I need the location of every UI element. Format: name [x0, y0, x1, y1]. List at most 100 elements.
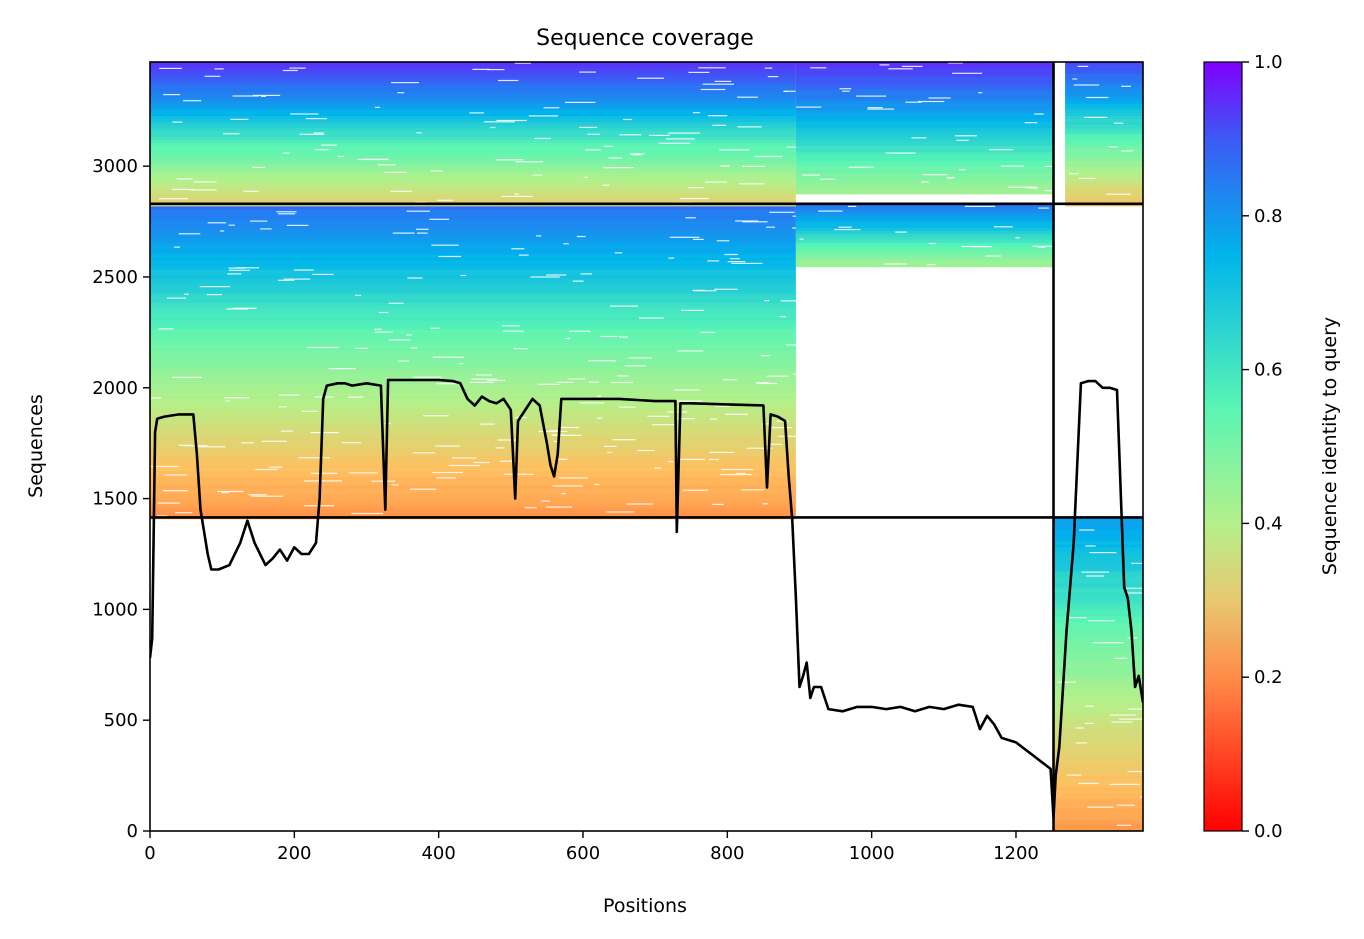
coverage-row: [150, 86, 796, 90]
gap-mark: [911, 137, 927, 139]
gap-mark: [668, 257, 675, 259]
coverage-row: [150, 392, 796, 397]
coverage-row: [795, 182, 1054, 186]
y-tick-label: 2500: [92, 267, 138, 288]
coverage-row: [150, 179, 796, 183]
coverage-row: [150, 452, 796, 457]
gap-mark: [608, 157, 623, 159]
gap-mark: [184, 293, 189, 295]
gap-mark: [487, 69, 505, 71]
coverage-row: [150, 104, 796, 108]
gap-mark: [417, 232, 428, 234]
gap-mark: [607, 451, 612, 453]
coverage-row: [1053, 607, 1143, 611]
gap-mark: [224, 397, 249, 399]
coverage-row: [150, 443, 796, 448]
gap-mark: [842, 90, 850, 92]
gap-mark: [374, 328, 382, 330]
coverage-row: [150, 506, 796, 511]
gap-mark: [557, 381, 574, 383]
gap-mark: [178, 233, 201, 235]
gap-mark: [471, 378, 497, 380]
gap-mark: [503, 330, 524, 332]
coverage-row: [795, 134, 1054, 138]
coverage-row: [1065, 143, 1143, 147]
coverage-row: [1053, 673, 1143, 677]
gap-mark: [674, 418, 695, 420]
gap-mark: [435, 445, 461, 447]
gap-mark: [251, 495, 284, 497]
gap-mark: [157, 328, 174, 330]
gap-mark: [497, 439, 517, 441]
gap-mark: [534, 137, 551, 140]
coverage-row: [150, 509, 796, 514]
gap-mark: [552, 485, 583, 487]
gap-mark: [895, 231, 907, 233]
gap-mark: [961, 245, 989, 248]
coverage-row: [795, 131, 1054, 135]
coverage-row: [150, 482, 796, 487]
coverage-row: [150, 473, 796, 478]
coverage-row: [1053, 826, 1143, 830]
gap-mark: [680, 197, 709, 200]
y-axis-ticks: 0 500 1000 1500 2000 2500 3000: [92, 156, 150, 842]
coverage-row: [150, 398, 796, 403]
coverage-row: [1053, 661, 1143, 665]
y-tick-label: 0: [127, 821, 138, 842]
gap-mark: [778, 435, 809, 437]
gap-mark: [567, 378, 586, 380]
gap-mark: [248, 494, 267, 496]
coverage-row: [1065, 125, 1143, 129]
gap-mark: [921, 181, 929, 183]
gap-mark: [230, 118, 249, 120]
coverage-row: [150, 137, 796, 141]
gap-mark: [614, 252, 623, 254]
coverage-row: [150, 512, 796, 517]
gap-mark: [397, 92, 405, 94]
gap-mark: [1111, 721, 1133, 723]
coverage-row: [795, 137, 1054, 141]
gap-mark: [769, 211, 795, 213]
colorbar: [1203, 61, 1243, 832]
coverage-row: [1053, 667, 1143, 671]
coverage-row: [1053, 595, 1143, 599]
gap-mark: [513, 348, 529, 350]
gap-mark: [988, 149, 1014, 151]
gap-mark: [206, 294, 223, 296]
gap-mark: [1081, 571, 1109, 573]
gap-mark: [698, 67, 726, 69]
coverage-row: [150, 311, 796, 316]
coverage-row: [150, 464, 796, 469]
gap-mark: [321, 144, 337, 146]
gap-mark: [1087, 620, 1115, 622]
gap-mark: [479, 423, 495, 425]
gap-mark: [281, 430, 294, 432]
coverage-row: [1065, 128, 1143, 132]
gap-mark: [473, 461, 490, 464]
x-tick-label: 800: [710, 843, 744, 864]
coverage-row: [1053, 520, 1143, 524]
gap-mark: [151, 465, 180, 468]
gap-mark: [755, 155, 782, 158]
gap-mark: [556, 458, 568, 460]
gap-mark: [499, 460, 517, 462]
gap-mark: [1116, 824, 1132, 826]
gap-mark: [214, 68, 224, 70]
coverage-row: [150, 272, 796, 277]
coverage-row: [150, 449, 796, 454]
coverage-row: [1053, 643, 1143, 647]
coverage-row: [150, 485, 796, 490]
coverage-row: [1053, 598, 1143, 602]
coverage-row: [1053, 625, 1143, 629]
coverage-row: [150, 95, 796, 99]
gap-mark: [299, 133, 325, 135]
gap-mark: [579, 126, 598, 128]
gap-mark: [628, 357, 652, 359]
gap-mark: [282, 69, 298, 72]
coverage-row: [1053, 649, 1143, 653]
gap-mark: [1072, 78, 1078, 80]
gap-mark: [668, 132, 700, 134]
gap-mark: [1084, 722, 1094, 724]
y-tick-label: 1000: [92, 599, 138, 620]
gap-mark: [720, 473, 753, 476]
